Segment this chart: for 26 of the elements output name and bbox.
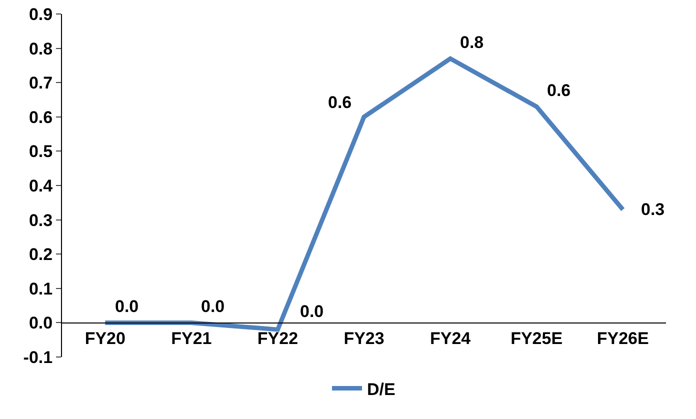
y-tick-label: 0.9 (28, 4, 53, 24)
data-label: 0.0 (115, 297, 139, 316)
y-tick-label: -0.1 (23, 348, 53, 367)
x-tick-label: FY25E (510, 329, 563, 348)
y-tick-label: 0.1 (28, 279, 53, 298)
x-tick-label: FY21 (171, 329, 212, 348)
data-label: 0.6 (328, 93, 352, 112)
y-tick-label: 0.0 (28, 314, 53, 333)
x-tick-label: FY26E (596, 329, 649, 348)
y-tick-label: 0.6 (28, 108, 53, 127)
y-tick-label: 0.8 (28, 39, 53, 58)
y-tick-label: 0.2 (28, 245, 53, 264)
y-tick-label: 0.5 (28, 142, 53, 162)
y-tick-label: 0.3 (28, 210, 53, 230)
x-tick-label: FY23 (344, 329, 384, 348)
x-tick-label: FY20 (84, 329, 126, 348)
data-label: 0.6 (547, 81, 571, 100)
data-label: 0.8 (460, 33, 484, 52)
x-tick-label: FY24 (430, 329, 472, 348)
data-label: 0.3 (641, 200, 665, 219)
data-label: 0.0 (201, 297, 225, 316)
data-label: 0.0 (300, 302, 324, 321)
y-tick-label: 0.4 (28, 176, 54, 196)
legend-label: D/E (367, 380, 396, 399)
x-tick-label: FY22 (257, 329, 298, 348)
y-tick-label: 0.7 (28, 74, 53, 93)
